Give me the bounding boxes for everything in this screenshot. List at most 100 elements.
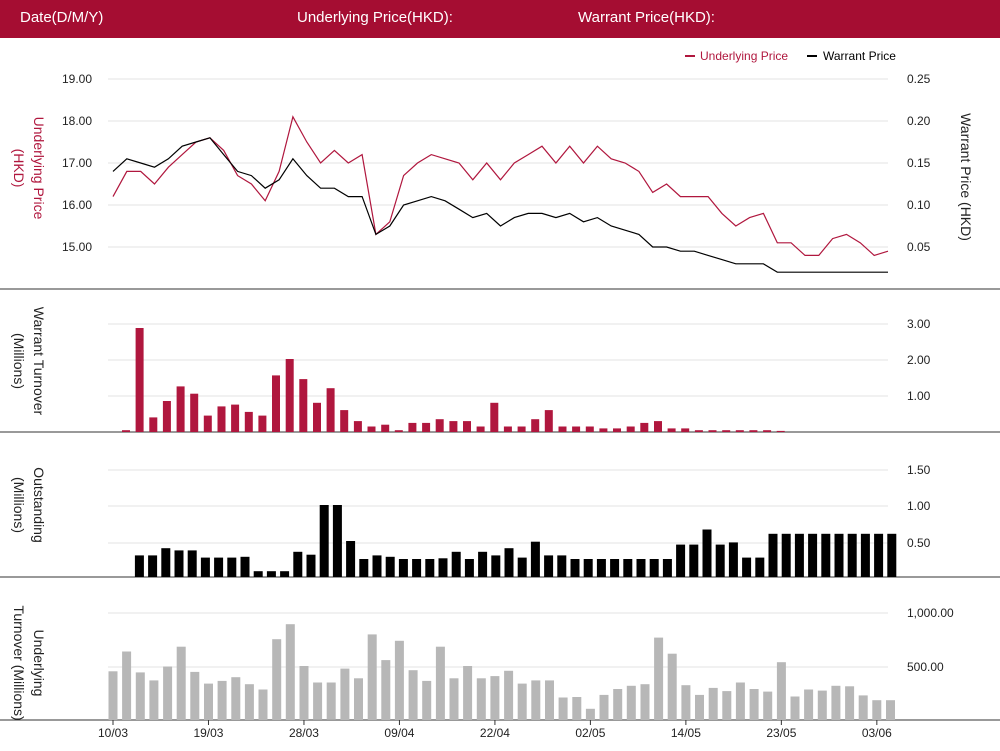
outstanding-bar	[161, 548, 171, 577]
x-tick-label: 02/05	[575, 726, 605, 740]
underlying-turnover-bar	[708, 687, 718, 720]
warrant-turnover-bar	[258, 415, 267, 432]
outstanding-bar	[134, 555, 144, 577]
warrant-turnover-bar	[490, 402, 499, 432]
y-left-axis-title: Underlying Price	[31, 117, 47, 220]
outstanding-bar	[332, 505, 342, 577]
outstanding-bar	[623, 559, 633, 577]
underlying-turnover-bar	[790, 696, 800, 720]
warrant-turnover-bar	[476, 426, 485, 432]
warrant-turnover-bar	[613, 428, 621, 433]
outstanding-bar	[689, 544, 699, 577]
outstanding-bar	[306, 554, 316, 577]
underlying-turnover-bar	[135, 672, 145, 720]
warrant-turnover-bar	[503, 426, 512, 432]
panel-axis-title: Turnover (Millions)	[11, 605, 27, 720]
panel-axis-title: (Millions)	[11, 333, 27, 389]
x-tick-label: 09/04	[384, 726, 414, 740]
outstanding-bar	[280, 571, 290, 577]
underlying-price-line	[112, 115, 889, 257]
warrant-turnover-bar	[313, 402, 321, 432]
outstanding-bar	[319, 505, 329, 577]
warrant-turnover-bar	[162, 401, 171, 432]
underlying-turnover-bar	[654, 637, 664, 720]
underlying-turnover-bar	[667, 653, 677, 720]
underlying-turnover-bar	[258, 689, 268, 720]
y-left-tick-label: 18.00	[62, 114, 92, 128]
underlying-turnover-bar	[804, 689, 814, 720]
y-right-tick-label: 3.00	[907, 317, 931, 331]
outstanding-bar	[504, 548, 514, 577]
warrant-turnover-bar	[463, 421, 471, 432]
outstanding-bar	[781, 533, 791, 577]
y-left-tick-label: 19.00	[62, 72, 92, 86]
underlying-turnover-bar	[231, 677, 241, 720]
warrant-turnover-bar	[408, 422, 417, 432]
underlying-turnover-bar	[695, 694, 704, 720]
underlying-turnover-bar	[149, 680, 159, 720]
underlying-turnover-bar	[163, 666, 173, 720]
y-right-tick-label: 1.00	[907, 389, 931, 403]
outstanding-bar	[557, 555, 567, 577]
underlying-turnover-bar	[558, 697, 568, 720]
outstanding-bar	[398, 559, 408, 577]
underlying-turnover-bar	[504, 670, 514, 720]
outstanding-bar	[834, 533, 844, 577]
underlying-turnover-bar	[354, 678, 363, 720]
outstanding-bar	[636, 559, 646, 577]
outstanding-bar	[530, 541, 540, 577]
warrant-turnover-bar	[544, 410, 553, 432]
outstanding-bar	[491, 555, 501, 577]
outstanding-bar	[293, 551, 303, 577]
outstanding-bar	[478, 551, 488, 577]
warrant-turnover-bar	[735, 430, 744, 432]
x-tick-label: 10/03	[98, 726, 128, 740]
underlying-turnover-bar	[449, 678, 459, 720]
underlying-turnover-bar	[749, 689, 759, 720]
warrant-turnover-bar	[694, 430, 703, 432]
warrant-turnover-bar	[517, 426, 526, 432]
x-tick-label: 23/05	[766, 726, 796, 740]
y-left-tick-label: 15.00	[62, 240, 92, 254]
underlying-turnover-bar	[476, 678, 486, 720]
y-right-tick-label: 1.00	[907, 499, 931, 513]
outstanding-bar	[728, 542, 738, 577]
underlying-turnover-bar	[190, 671, 200, 720]
warrant-turnover-bar	[367, 426, 376, 432]
warrant-turnover-bar	[435, 419, 444, 432]
underlying-turnover-bar	[886, 700, 895, 720]
y-right-tick-label: 1.50	[907, 463, 931, 477]
y-right-tick-label: 0.50	[907, 536, 931, 550]
outstanding-bar	[662, 559, 672, 577]
warrant-turnover-bar	[244, 411, 253, 432]
x-tick-label: 14/05	[671, 726, 701, 740]
warrant-turnover-bar	[299, 379, 308, 432]
underlying-turnover-bar	[585, 708, 595, 720]
warrant-price-line	[112, 137, 888, 273]
underlying-turnover-bar	[845, 686, 855, 720]
y-left-axis-title: (HKD)	[11, 149, 27, 188]
info-header-bar: Date(D/M/Y) Underlying Price(HKD): Warra…	[0, 0, 1000, 38]
legend-warrant-label: Warrant Price	[823, 49, 896, 63]
outstanding-bar	[715, 544, 725, 577]
underlying-turnover-bar	[176, 646, 186, 720]
warrant-turnover-bar	[231, 404, 240, 432]
warrant-turnover-bar	[217, 406, 226, 432]
underlying-turnover-bar	[572, 697, 582, 720]
underlying-turnover-bar	[313, 682, 323, 720]
y-right-tick-label: 2.00	[907, 353, 931, 367]
outstanding-bar	[821, 533, 831, 577]
y-right-tick-label: 1,000.00	[907, 606, 954, 620]
outstanding-bar	[676, 544, 686, 577]
warrant-turnover-bar	[708, 430, 717, 432]
x-tick-label: 22/04	[480, 726, 510, 740]
underlying-turnover-bar	[858, 695, 868, 720]
warrant-price-header-label: Warrant Price(HKD):	[578, 9, 715, 26]
warrant-turnover-bar	[531, 419, 540, 432]
outstanding-bar	[148, 555, 158, 577]
outstanding-bar	[887, 533, 897, 577]
warrant-turnover-bar	[776, 430, 785, 432]
outstanding-bar	[874, 533, 884, 577]
outstanding-bar	[174, 550, 184, 577]
outstanding-bar	[583, 559, 593, 577]
